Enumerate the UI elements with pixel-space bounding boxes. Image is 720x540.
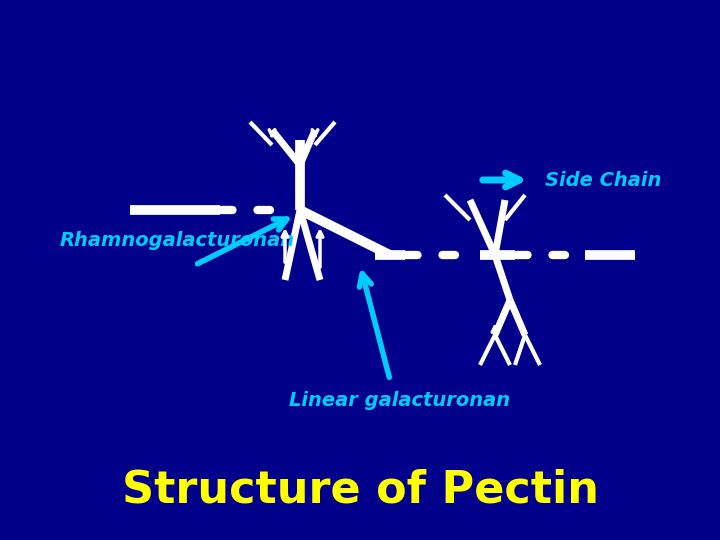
Text: Linear galacturonan: Linear galacturonan: [289, 390, 510, 409]
Text: Structure of Pectin: Structure of Pectin: [122, 469, 598, 511]
Text: Rhamnogalacturonan: Rhamnogalacturonan: [60, 231, 295, 249]
Text: Side Chain: Side Chain: [545, 171, 662, 190]
